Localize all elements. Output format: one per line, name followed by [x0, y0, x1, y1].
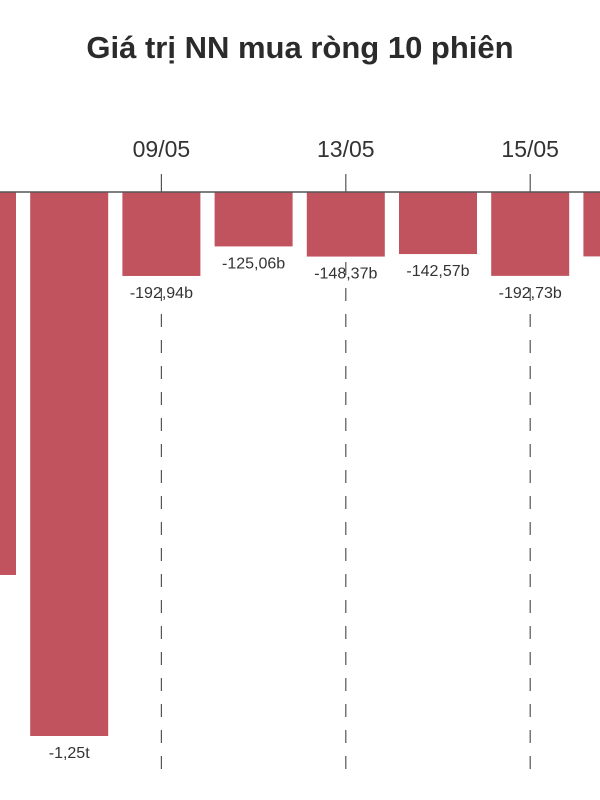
bar [122, 192, 201, 276]
bar [0, 192, 16, 575]
data-label: -148,37b [314, 266, 377, 283]
chart-title: Giá trị NN mua ròng 10 phiên [86, 30, 514, 65]
bar [399, 192, 477, 255]
data-label: -142,57b [406, 263, 469, 280]
x-tick-label: 15/05 [501, 136, 559, 162]
x-tick-label: 13/05 [317, 136, 375, 162]
bar [491, 192, 570, 276]
bar [306, 192, 385, 257]
bar [30, 192, 109, 736]
bar [214, 192, 293, 247]
data-label: -192,94b [130, 285, 193, 302]
data-label: -1,25t [49, 745, 90, 762]
x-tick-label: 09/05 [133, 136, 191, 162]
data-label: -192,73b [499, 285, 562, 302]
bar [583, 192, 600, 257]
data-label: -125,06b [222, 255, 285, 272]
